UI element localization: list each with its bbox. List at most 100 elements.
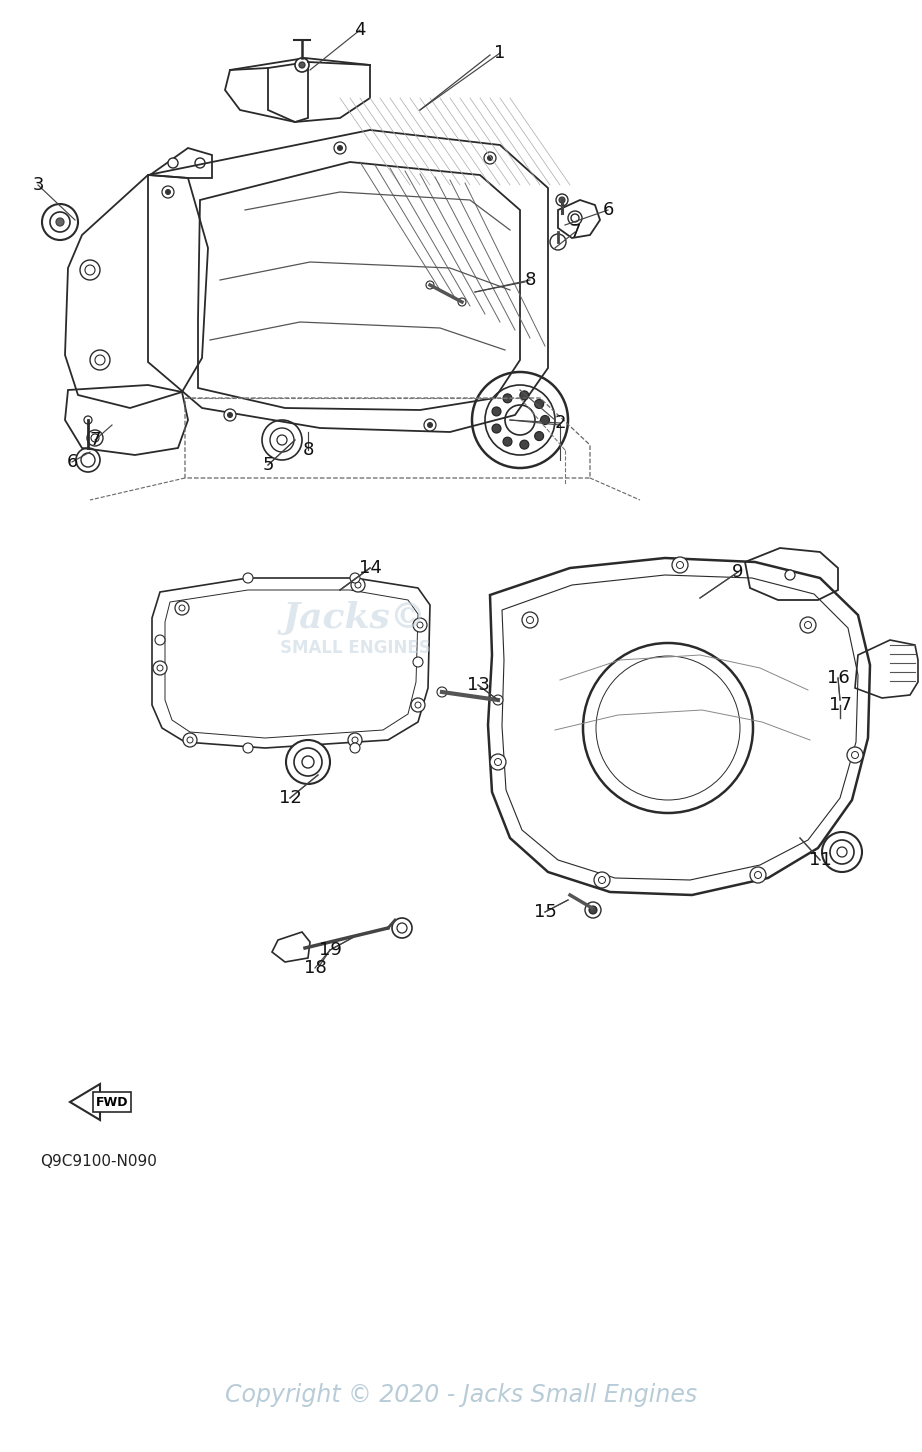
Circle shape (85, 266, 95, 274)
Circle shape (183, 733, 197, 746)
Text: 3: 3 (32, 176, 43, 195)
Text: 2: 2 (554, 414, 566, 433)
Circle shape (494, 758, 502, 765)
Circle shape (505, 405, 535, 436)
Circle shape (352, 738, 358, 743)
Circle shape (437, 687, 447, 697)
Circle shape (677, 562, 683, 569)
Circle shape (179, 605, 185, 611)
Circle shape (348, 733, 362, 746)
Circle shape (351, 578, 365, 592)
Polygon shape (70, 1085, 127, 1119)
Circle shape (837, 847, 847, 857)
Text: SMALL ENGINES: SMALL ENGINES (279, 639, 431, 656)
Text: 4: 4 (354, 20, 366, 39)
Circle shape (224, 409, 236, 421)
Circle shape (417, 621, 423, 629)
Circle shape (492, 424, 501, 433)
Circle shape (633, 693, 703, 762)
Circle shape (847, 746, 863, 762)
Circle shape (568, 211, 582, 225)
Circle shape (42, 203, 78, 240)
Circle shape (84, 417, 92, 424)
Circle shape (428, 423, 432, 427)
Circle shape (672, 558, 688, 574)
Circle shape (785, 571, 795, 579)
Circle shape (852, 752, 858, 758)
Circle shape (243, 743, 253, 754)
Circle shape (522, 611, 538, 629)
Text: Copyright © 2020 - Jacks Small Engines: Copyright © 2020 - Jacks Small Engines (225, 1382, 697, 1407)
Circle shape (535, 399, 544, 408)
Circle shape (175, 601, 189, 616)
Circle shape (299, 62, 305, 68)
Circle shape (805, 621, 811, 629)
Text: 1: 1 (494, 44, 505, 62)
Circle shape (426, 282, 434, 289)
Circle shape (571, 213, 579, 222)
Circle shape (228, 412, 232, 418)
Circle shape (594, 873, 610, 889)
Circle shape (195, 158, 205, 168)
Circle shape (294, 748, 322, 775)
Text: 19: 19 (319, 941, 341, 958)
Circle shape (81, 453, 95, 468)
Text: 5: 5 (262, 456, 274, 473)
Text: 17: 17 (829, 696, 851, 714)
Circle shape (166, 190, 171, 195)
Circle shape (168, 158, 178, 168)
Text: 8: 8 (302, 441, 313, 459)
Text: Jacks©: Jacks© (283, 601, 427, 635)
Circle shape (492, 407, 501, 415)
Circle shape (87, 430, 103, 446)
Circle shape (598, 877, 606, 883)
Text: 15: 15 (534, 903, 557, 921)
Text: 8: 8 (525, 272, 536, 289)
Circle shape (754, 871, 762, 878)
Circle shape (800, 617, 816, 633)
Text: 9: 9 (732, 563, 744, 581)
Circle shape (830, 841, 854, 864)
Circle shape (162, 186, 174, 197)
Text: 7: 7 (569, 224, 581, 241)
Circle shape (485, 385, 555, 454)
Circle shape (392, 918, 412, 938)
Circle shape (424, 420, 436, 431)
Text: 12: 12 (278, 788, 301, 807)
Circle shape (270, 428, 294, 452)
Circle shape (243, 574, 253, 584)
Circle shape (608, 668, 728, 788)
Circle shape (262, 420, 302, 460)
Circle shape (458, 298, 466, 306)
Circle shape (302, 756, 314, 768)
Circle shape (187, 738, 193, 743)
Circle shape (550, 234, 566, 250)
Circle shape (397, 923, 407, 934)
Circle shape (295, 58, 309, 73)
Circle shape (153, 661, 167, 675)
Circle shape (50, 212, 70, 232)
Circle shape (277, 436, 287, 444)
Circle shape (413, 656, 423, 666)
Circle shape (488, 155, 492, 161)
Circle shape (540, 415, 550, 424)
Circle shape (413, 619, 427, 632)
Text: FWD: FWD (96, 1095, 128, 1108)
Circle shape (350, 743, 360, 754)
Circle shape (334, 142, 346, 154)
Text: Q9C9100-N090: Q9C9100-N090 (40, 1154, 157, 1169)
Text: 7: 7 (89, 431, 100, 449)
Circle shape (490, 754, 506, 770)
Circle shape (484, 152, 496, 164)
Circle shape (503, 393, 512, 402)
Circle shape (411, 698, 425, 711)
Circle shape (822, 832, 862, 873)
Text: 11: 11 (809, 851, 832, 868)
Text: 18: 18 (303, 958, 326, 977)
Circle shape (286, 741, 330, 784)
Circle shape (90, 350, 110, 370)
Circle shape (503, 437, 512, 446)
Circle shape (583, 643, 753, 813)
Circle shape (526, 617, 534, 623)
Circle shape (415, 701, 421, 709)
